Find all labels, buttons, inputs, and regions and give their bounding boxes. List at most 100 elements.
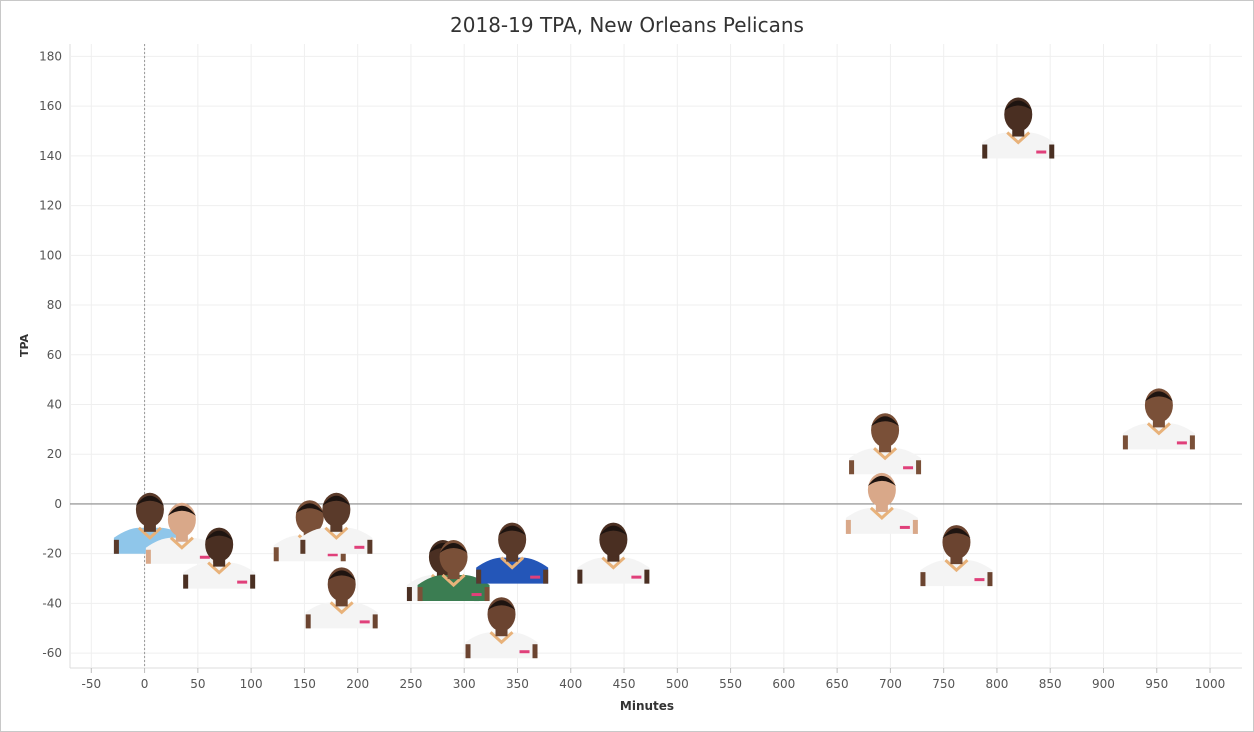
y-tick-label: 60 (47, 348, 62, 362)
player-headshot-point (849, 413, 922, 475)
x-tick-label: 850 (1039, 677, 1062, 691)
arm-shape (912, 519, 918, 534)
x-tick-label: 450 (613, 677, 636, 691)
sponsor-patch (237, 580, 248, 584)
sponsor-patch (1176, 441, 1187, 445)
arm-shape (340, 547, 346, 562)
player-headshot-point (845, 472, 918, 534)
arm-shape (250, 574, 256, 589)
arm-shape (484, 587, 490, 602)
x-tick-label: 650 (826, 677, 849, 691)
y-tick-label: 120 (39, 199, 62, 213)
sponsor-patch (899, 525, 910, 529)
arm-shape (982, 144, 988, 159)
arm-shape (372, 614, 378, 629)
sponsor-patch (471, 593, 482, 597)
player-headshot-point (476, 522, 549, 584)
sponsor-patch (530, 575, 541, 579)
x-tick-label: 700 (879, 677, 902, 691)
y-tick-label: 80 (47, 298, 62, 312)
collar-trim (500, 556, 525, 570)
y-tick-label: 0 (54, 497, 62, 511)
x-tick-label: 550 (719, 677, 742, 691)
hair-shape (135, 495, 164, 506)
x-tick-label: 300 (453, 677, 476, 691)
collar-trim (873, 447, 898, 461)
hair-shape (1004, 100, 1033, 111)
sponsor-patch (1036, 150, 1047, 154)
x-tick-label: 350 (506, 677, 529, 691)
x-tick-label: 150 (293, 677, 316, 691)
x-tick-label: 100 (240, 677, 263, 691)
collar-trim (169, 536, 194, 550)
collar-trim (207, 561, 232, 575)
y-tick-label: 20 (47, 447, 62, 461)
arm-shape (644, 569, 650, 584)
x-tick-label: 0 (141, 677, 149, 691)
hair-shape (871, 416, 900, 427)
hair-shape (1144, 391, 1173, 402)
hair-shape (487, 600, 516, 611)
y-tick-label: 40 (47, 397, 62, 411)
x-tick-label: 400 (559, 677, 582, 691)
arm-shape (987, 572, 993, 587)
sponsor-patch (354, 545, 365, 549)
x-tick-label: 200 (346, 677, 369, 691)
sponsor-patch (974, 578, 985, 582)
sponsor-patch (631, 575, 642, 579)
y-tick-label: -20 (42, 547, 62, 561)
collar-trim (329, 601, 354, 615)
hair-shape (322, 495, 351, 506)
player-headshot-point (183, 527, 256, 589)
collar-trim (944, 559, 969, 573)
player-headshot-point (305, 567, 378, 629)
collar-trim (869, 506, 894, 520)
collar-trim (1146, 422, 1171, 436)
collar-trim (1006, 131, 1031, 145)
x-tick-label: 950 (1145, 677, 1168, 691)
y-tick-label: 140 (39, 149, 62, 163)
x-tick-label: 250 (399, 677, 422, 691)
player-headshot-point (982, 97, 1055, 159)
chart-title: 2018-19 TPA, New Orleans Pelicans (450, 13, 804, 37)
player-headshot-point (577, 522, 650, 584)
arm-shape (543, 569, 549, 584)
arm-shape (273, 547, 279, 562)
sponsor-patch (903, 466, 914, 470)
x-tick-label: 900 (1092, 677, 1115, 691)
arm-shape (417, 587, 423, 602)
hair-shape (942, 528, 971, 539)
hair-shape (867, 475, 896, 486)
hair-shape (167, 505, 196, 516)
y-tick-label: -40 (42, 596, 62, 610)
collar-trim (324, 526, 349, 540)
arm-shape (367, 539, 373, 554)
arm-shape (465, 644, 471, 659)
arm-shape (305, 614, 311, 629)
x-tick-label: 1000 (1195, 677, 1226, 691)
arm-shape (916, 460, 922, 475)
arm-shape (849, 460, 855, 475)
collar-trim (601, 556, 626, 570)
hair-shape (327, 570, 356, 581)
sponsor-patch (199, 555, 210, 559)
hair-shape (439, 543, 468, 554)
collar-trim (137, 526, 162, 540)
y-tick-label: 180 (39, 49, 62, 63)
arm-shape (1049, 144, 1055, 159)
hair-shape (498, 525, 527, 536)
sponsor-patch (359, 620, 370, 624)
player-headshot-point (417, 540, 490, 602)
hair-shape (295, 503, 324, 514)
player-headshot-point (300, 492, 373, 554)
sponsor-patch (327, 553, 338, 557)
arm-shape (183, 574, 189, 589)
x-tick-label: 750 (932, 677, 955, 691)
collar-trim (441, 573, 466, 588)
y-tick-label: 100 (39, 248, 62, 262)
hair-shape (599, 525, 628, 536)
arm-shape (845, 519, 851, 534)
sponsor-patch (519, 650, 530, 654)
